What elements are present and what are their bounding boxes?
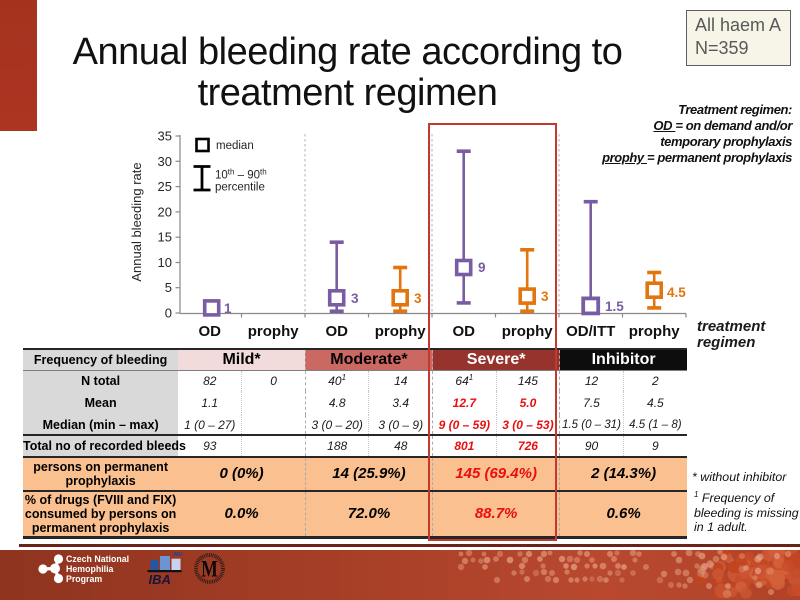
- svg-text:Annual bleeding rate: Annual bleeding rate: [129, 162, 144, 281]
- svg-text:prophy: prophy: [502, 323, 553, 340]
- svg-text:prophy: prophy: [375, 323, 426, 340]
- svg-text:prophy: prophy: [629, 323, 680, 340]
- svg-text:M: M: [201, 557, 218, 582]
- svg-text:Program: Program: [66, 574, 102, 584]
- svg-text:MU: MU: [174, 552, 183, 558]
- svg-text:prophy: prophy: [248, 323, 299, 340]
- svg-text:25: 25: [158, 179, 172, 194]
- svg-text:median: median: [216, 140, 254, 152]
- svg-text:3: 3: [414, 291, 422, 306]
- svg-text:3: 3: [351, 291, 359, 306]
- svg-text:15: 15: [158, 230, 172, 245]
- svg-text:0: 0: [165, 306, 172, 321]
- svg-text:IBA: IBA: [149, 572, 171, 587]
- svg-text:20: 20: [158, 204, 172, 219]
- svg-text:4.5: 4.5: [667, 285, 686, 300]
- svg-text:Czech National: Czech National: [66, 554, 129, 564]
- svg-text:percentile: percentile: [215, 182, 265, 194]
- svg-text:OD: OD: [325, 323, 348, 340]
- svg-text:1.5: 1.5: [605, 299, 624, 314]
- svg-text:OD/ITT: OD/ITT: [566, 323, 615, 340]
- svg-text:10th – 90th: 10th – 90th: [215, 168, 267, 182]
- svg-text:30: 30: [158, 154, 172, 169]
- svg-text:9: 9: [478, 260, 486, 275]
- svg-text:5: 5: [165, 280, 172, 295]
- svg-text:10: 10: [158, 255, 172, 270]
- svg-text:35: 35: [158, 129, 172, 144]
- svg-text:OD: OD: [198, 323, 221, 340]
- svg-text:OD: OD: [452, 323, 475, 340]
- svg-text:3: 3: [541, 289, 549, 304]
- svg-text:1: 1: [224, 301, 232, 316]
- svg-text:Hemophilia: Hemophilia: [66, 564, 114, 574]
